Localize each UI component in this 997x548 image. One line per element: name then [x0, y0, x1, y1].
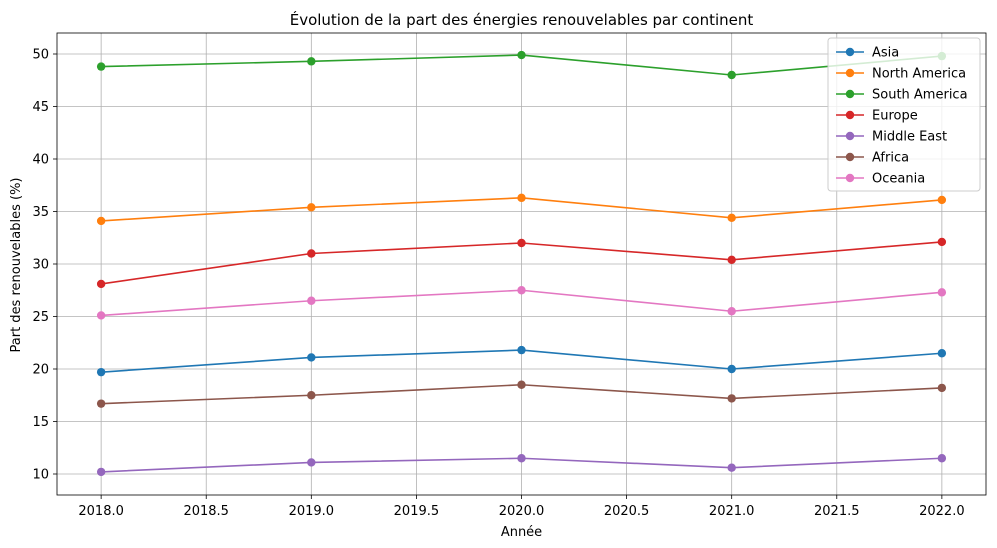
- y-axis-label: Part des renouvelables (%): [9, 178, 24, 353]
- data-point-europe: [96, 279, 106, 289]
- data-point-oceania: [517, 286, 526, 295]
- series-north-america: [96, 193, 947, 226]
- legend-label: South America: [872, 88, 968, 103]
- chart-title: Évolution de la part des énergies renouv…: [290, 10, 754, 29]
- data-point-north-america: [727, 213, 736, 222]
- data-series: [96, 50, 947, 477]
- legend-swatch-marker: [845, 47, 855, 57]
- data-point-africa: [307, 391, 316, 400]
- x-tick-label: 2019.0: [289, 504, 335, 519]
- legend-swatch-marker: [845, 131, 855, 141]
- x-tick-label: 2018.0: [78, 504, 124, 519]
- series-europe: [96, 237, 947, 289]
- legend-label: North America: [872, 67, 966, 82]
- x-tick-label: 2021.5: [814, 504, 860, 519]
- data-point-middle-east: [517, 454, 526, 463]
- data-point-europe: [517, 238, 526, 248]
- y-tick-label: 15: [32, 415, 49, 430]
- data-point-north-america: [307, 203, 316, 212]
- data-point-europe: [727, 255, 736, 264]
- data-point-south-america: [517, 50, 526, 60]
- y-tick-label: 50: [32, 48, 49, 63]
- data-point-africa: [96, 399, 106, 408]
- data-point-north-america: [937, 195, 947, 205]
- data-point-north-america: [517, 193, 526, 203]
- data-point-europe: [307, 249, 316, 258]
- legend-box: [827, 37, 981, 192]
- legend-item-europe: Europe: [836, 109, 918, 124]
- y-tick-label: 35: [32, 205, 49, 220]
- y-tick-label: 25: [32, 310, 49, 325]
- data-point-middle-east: [727, 463, 736, 472]
- data-point-middle-east: [307, 458, 316, 467]
- x-axis-label: Année: [501, 525, 542, 540]
- legend-item-oceania: Oceania: [836, 172, 925, 187]
- data-point-middle-east: [96, 467, 106, 477]
- legend: Asia North America South America Europe Midd…: [827, 37, 981, 192]
- legend-label: Europe: [872, 109, 918, 124]
- y-tick-label: 45: [32, 100, 49, 115]
- data-point-middle-east: [937, 454, 947, 463]
- x-tick-label: 2020.5: [604, 504, 650, 519]
- data-point-asia: [96, 367, 106, 377]
- x-tick-label: 2022.0: [919, 504, 965, 519]
- y-axis-ticks: 10 15 20 25 30 35 40 45 50: [32, 48, 57, 483]
- legend-item-north-america: North America: [836, 67, 966, 82]
- legend-label: Africa: [872, 151, 909, 166]
- data-point-oceania: [96, 311, 106, 320]
- data-point-south-america: [96, 62, 106, 71]
- data-point-oceania: [937, 288, 947, 297]
- data-point-africa: [937, 383, 947, 393]
- data-point-south-america: [307, 57, 316, 66]
- series-africa: [96, 380, 947, 408]
- data-point-south-america: [727, 70, 736, 80]
- y-tick-label: 40: [32, 153, 49, 168]
- data-point-oceania: [307, 296, 316, 305]
- data-point-asia: [307, 353, 316, 362]
- x-tick-label: 2018.5: [183, 504, 229, 519]
- legend-swatch-marker: [845, 68, 855, 78]
- x-axis-ticks: 2018.0 2018.5 2019.0 2019.5 2020.0 2020.5 2021…: [78, 495, 965, 519]
- x-tick-label: 2020.0: [499, 504, 545, 519]
- series-oceania: [96, 286, 947, 320]
- legend-swatch-marker: [845, 89, 855, 99]
- x-tick-label: 2021.0: [709, 504, 755, 519]
- y-tick-label: 10: [32, 468, 49, 483]
- y-tick-label: 20: [32, 363, 49, 378]
- legend-label: Middle East: [872, 130, 947, 145]
- data-point-north-america: [96, 216, 106, 226]
- series-asia: [96, 345, 947, 377]
- data-point-oceania: [727, 307, 736, 316]
- x-tick-label: 2019.5: [394, 504, 440, 519]
- legend-item-south-america: South America: [836, 88, 968, 103]
- data-point-africa: [517, 380, 526, 389]
- legend-swatch-marker: [845, 110, 855, 120]
- legend-swatch-marker: [845, 152, 855, 162]
- data-point-asia: [727, 364, 736, 374]
- data-point-asia: [517, 345, 526, 355]
- y-tick-label: 30: [32, 258, 49, 273]
- data-point-asia: [937, 349, 947, 358]
- legend-item-middle-east: Middle East: [836, 130, 947, 145]
- data-point-europe: [937, 237, 947, 247]
- data-point-africa: [727, 394, 736, 403]
- legend-item-africa: Africa: [836, 151, 909, 166]
- legend-label: Asia: [872, 46, 899, 61]
- series-middle-east: [96, 454, 947, 477]
- legend-swatch-marker: [845, 173, 855, 183]
- legend-label: Oceania: [872, 172, 925, 187]
- legend-item-asia: Asia: [836, 46, 899, 61]
